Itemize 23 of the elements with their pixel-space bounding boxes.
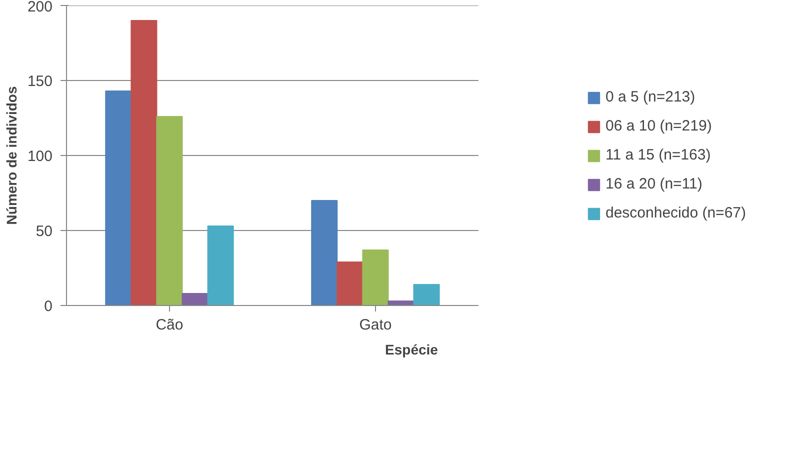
bar (311, 200, 338, 306)
bar (207, 226, 234, 306)
x-axis-title: Espécie (385, 342, 438, 358)
legend-label: 11 a 15 (n=163) (605, 146, 711, 164)
y-tick-label: 150 (27, 73, 53, 90)
y-tick-label: 50 (36, 223, 53, 240)
bar (105, 90, 132, 306)
x-tick-label: Cão (156, 316, 184, 334)
y-tick-label: 200 (27, 0, 53, 16)
bar (362, 250, 389, 306)
bar (156, 116, 183, 306)
bar (336, 262, 364, 306)
bar (130, 20, 158, 306)
y-tick-label: 100 (27, 148, 53, 165)
legend-label: 06 a 10 (n=219) (605, 118, 712, 134)
legend-label: 16 a 20 (n=11) (605, 176, 702, 192)
legend-label: desconhecido (n=67) (605, 204, 746, 222)
legend-label: 0 a 5 (n=213) (605, 88, 696, 106)
bar (413, 284, 440, 306)
y-tick-label: 0 (44, 298, 52, 315)
y-axis-title: Número de individos (3, 86, 20, 225)
bar (182, 293, 208, 306)
x-tick-label: Gato (359, 316, 392, 334)
